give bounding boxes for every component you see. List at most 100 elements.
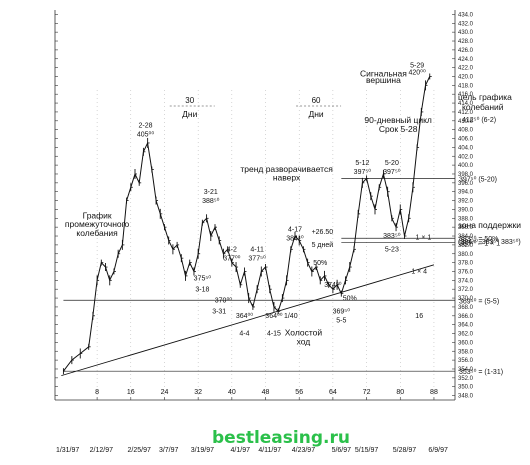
y-tick-label: 384.0 — [458, 234, 474, 240]
annotation-label: 5 дней — [312, 241, 334, 249]
date-label: 6/9/97 — [428, 447, 448, 454]
x-tick-label: 48 — [262, 389, 270, 396]
annotation-label: 3-21 — [204, 189, 218, 196]
annotation-label: 3-18 — [195, 286, 209, 293]
annotation-label: 4-15 — [267, 331, 281, 338]
date-label: 4/11/97 — [258, 447, 281, 454]
top-axis: 30 Дни 60 Дни — [169, 96, 342, 119]
annotation-label: 2-28 — [139, 122, 153, 129]
annotation-label: 5-29 — [410, 63, 424, 70]
y-tick-label: 366.0 — [458, 314, 474, 320]
top-tick-caption: Дни — [182, 109, 197, 119]
date-label: 5/15/97 — [355, 447, 378, 454]
annotation-label: 5-20 — [385, 160, 399, 167]
x-tick-label: 40 — [228, 389, 236, 396]
level-label: 383⁵⁰ = 1 × 1 — [459, 240, 500, 248]
x-tick-label: 88 — [430, 389, 438, 396]
y-tick-label: 358.0 — [458, 349, 474, 355]
y-tick-label: 348.0 — [458, 394, 474, 400]
y-tick-label: 396.0 — [458, 181, 474, 187]
x-tick-label: 72 — [363, 389, 371, 396]
y-tick-label: 380.0 — [458, 252, 474, 258]
trendline-group — [61, 264, 435, 377]
annotation-label: 369⁵⁰ — [333, 308, 351, 316]
chart-note: 90-дневный цикл — [364, 115, 432, 125]
watermark: bestleasing.ru — [212, 428, 350, 448]
chart-note: Сигнальная — [360, 68, 407, 78]
annotation-label: 4-2 — [227, 247, 237, 254]
chart-note: тренд разворачивается — [240, 164, 333, 174]
annotation-label: 1 × 1 — [416, 235, 432, 242]
date-label: 4/1/97 — [231, 447, 251, 454]
annotation-label: 374⁰⁰ — [324, 281, 341, 289]
annotation-label: 5-5 — [336, 317, 346, 324]
y-tick-label: 376.0 — [458, 269, 474, 275]
annotation-label: 383⁵⁰ — [383, 232, 401, 240]
date-label: 3/19/97 — [191, 447, 214, 454]
date-label: 2/12/97 — [90, 447, 113, 454]
series-group — [63, 76, 431, 372]
annotation-label: 375⁵⁰ — [194, 274, 212, 282]
y-tick-label: 428.0 — [458, 39, 474, 45]
y-tick-label: 356.0 — [458, 358, 474, 364]
annotation-label: 384⁴⁰ — [286, 234, 304, 242]
y-tick-label: 394.0 — [458, 190, 474, 196]
y-tick-label: 404.0 — [458, 145, 474, 151]
top-tick-label: 30 — [185, 96, 194, 105]
chart-note: наверх — [273, 173, 301, 183]
annotation-label: 3-31 — [212, 309, 226, 316]
date-label: 3/7/97 — [159, 447, 179, 454]
y-tick-label: 388.0 — [458, 216, 474, 222]
y-tick-label: 352.0 — [458, 376, 474, 382]
x-tick-label: 24 — [161, 389, 169, 396]
annotation-label: 4-11 — [250, 247, 264, 254]
y-tick-label: 402.0 — [458, 154, 474, 160]
chart-note: колебания — [76, 228, 118, 238]
level-lines: 397⁵⁰ (5-20) 383⁵⁰ = 50%383⁵⁰ = 1 × 1 369⁵… — [63, 175, 503, 376]
annotation-label: 1 × 4 — [411, 269, 427, 276]
y-tick-label: 418.0 — [458, 83, 474, 89]
annotation-label: 420⁰⁰ — [408, 68, 425, 76]
y-tick-label: 390.0 — [458, 207, 474, 213]
y-tick-label: 382.0 — [458, 243, 474, 249]
chart-note: ход — [297, 337, 311, 347]
annotation-label: 397⁵⁰ — [383, 168, 401, 176]
y-tick-label: 400.0 — [458, 163, 474, 169]
chart-note: Холостой — [285, 328, 323, 338]
y-tick-label: 406.0 — [458, 137, 474, 143]
annotation-label: 4-4 — [239, 331, 249, 338]
target-value: 412⁵⁰ (6-2) — [462, 116, 496, 124]
level-label: 369⁵⁰ = (5-5) — [459, 297, 499, 305]
x-tick-label: 64 — [329, 389, 337, 396]
y-tick-label: 430.0 — [458, 30, 474, 36]
chart-note: Срок 5-28 — [379, 124, 418, 134]
level-label: 383⁵⁰ = 50% — [459, 235, 498, 243]
annotation-label: 5-12 — [355, 160, 369, 167]
y-tick-label: 434.0 — [458, 12, 474, 18]
date-axis: 1/31/97 2/12/97 2/25/97 3/7/97 3/19/97 4/1/97… — [56, 447, 448, 454]
y-tick-label: 398.0 — [458, 172, 474, 178]
zone-detail: (384⁴⁰, 383⁵⁰ 383⁵⁰) — [458, 238, 521, 246]
y-axis: 348.0 350.0 352.0 354.0 356.0 358.0 360.0 362.0… — [55, 12, 474, 400]
chart-grid — [54, 10, 456, 401]
y-tick-label: 412.0 — [458, 110, 474, 116]
y-tick-label: 422.0 — [458, 66, 474, 72]
annotation-label: 370⁰⁰ — [215, 297, 232, 305]
y-tick-label: 360.0 — [458, 340, 474, 346]
annotation-label: 388⁵⁰ — [202, 197, 220, 205]
y-tick-label: 386.0 — [458, 225, 474, 231]
y-tick-label: 354.0 — [458, 367, 474, 373]
annotation-label: 377⁵⁰ — [248, 254, 266, 262]
date-label: 2/25/97 — [128, 447, 151, 454]
annotation-label: 50% — [313, 260, 327, 267]
top-tick-caption: Дни — [308, 109, 323, 119]
series-line — [63, 76, 431, 372]
annotation-label: 405⁰⁰ — [137, 130, 154, 138]
date-label: 5/28/97 — [393, 447, 416, 454]
date-label: 5/6/97 — [332, 447, 352, 454]
y-tick-label: 372.0 — [458, 287, 474, 293]
annotation-label: 364⁰⁰ — [265, 312, 282, 320]
y-tick-label: 414.0 — [458, 101, 474, 107]
